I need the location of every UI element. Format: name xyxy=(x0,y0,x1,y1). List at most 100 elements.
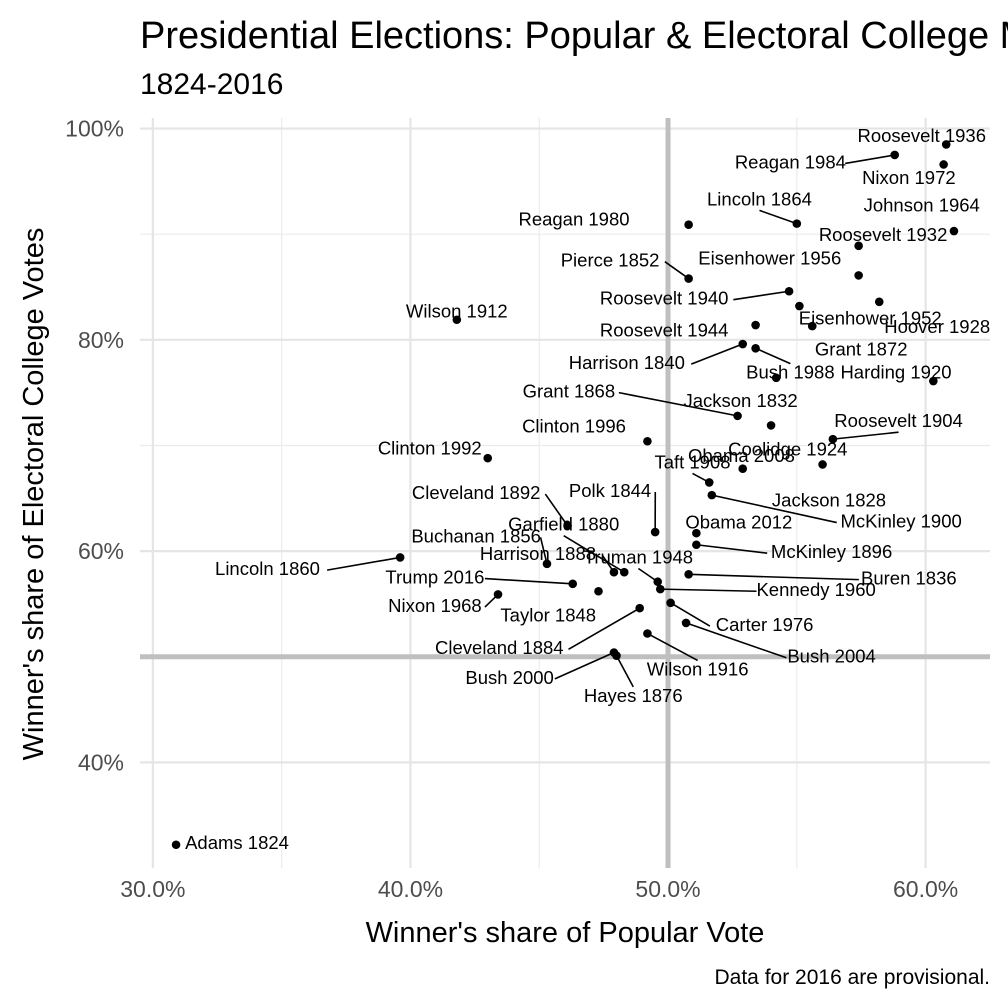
data-point xyxy=(751,343,760,353)
data-point xyxy=(738,339,748,349)
data-point xyxy=(650,527,660,537)
point-label: Harrison 1888 xyxy=(480,543,596,564)
label-leader-line xyxy=(690,343,744,365)
point-label: Clinton 1992 xyxy=(378,438,482,459)
axis-ticks: 30.0% 40.0% 50.0% 60.0% 40% 60% 80% 100% xyxy=(65,116,958,902)
data-point xyxy=(656,584,665,594)
label-leader-line xyxy=(544,493,569,527)
point-label: Grant 1868 xyxy=(523,381,616,402)
point-label: Buren 1836 xyxy=(861,568,957,589)
data-point xyxy=(692,528,701,538)
label-leader-line xyxy=(539,537,548,564)
point-label: Kennedy 1960 xyxy=(756,579,875,600)
data-point xyxy=(609,567,619,577)
label-leader-line xyxy=(326,556,401,571)
data-point xyxy=(939,160,948,169)
chart-title: Presidential Elections: Popular & Electo… xyxy=(140,15,1008,57)
point-label: Polk 1844 xyxy=(569,480,651,501)
data-point xyxy=(828,434,838,444)
point-label: McKinley 1900 xyxy=(840,510,961,531)
point-label: McKinley 1896 xyxy=(771,541,892,562)
point-label: Bush 2000 xyxy=(465,667,553,688)
y-tick-label: 100% xyxy=(65,116,124,142)
point-label: Roosevelt 1940 xyxy=(600,288,729,309)
point-label: Garfield 1880 xyxy=(508,514,619,535)
chart-caption: Data for 2016 are provisional. xyxy=(715,966,991,989)
point-label: Adams 1824 xyxy=(185,832,289,853)
data-point xyxy=(609,648,619,657)
point-label: Jackson 1828 xyxy=(772,489,886,510)
data-point xyxy=(568,579,578,589)
data-point xyxy=(483,453,493,463)
label-leader-line xyxy=(688,573,859,581)
label-leader-line xyxy=(568,607,641,651)
data-point xyxy=(542,559,552,569)
label-leader-line xyxy=(618,391,738,417)
data-point xyxy=(643,436,652,446)
data-point xyxy=(563,521,572,531)
data-point xyxy=(795,301,804,311)
point-labels: Adams 1824 Jackson 1828 Jackson 1832 Buren … xyxy=(185,125,990,853)
point-label: Jackson 1832 xyxy=(683,390,797,411)
point-label: Bush 2004 xyxy=(787,646,875,667)
data-points xyxy=(171,140,959,850)
data-point xyxy=(619,567,629,577)
data-point xyxy=(692,540,701,550)
data-point xyxy=(707,490,717,500)
label-leader-line xyxy=(711,494,837,524)
chart-subtitle: 1824-2016 xyxy=(140,68,283,101)
grid-lines xyxy=(140,118,990,868)
point-label: Roosevelt 1936 xyxy=(857,125,986,146)
point-label: Lincoln 1864 xyxy=(707,188,812,209)
point-label: Taylor 1848 xyxy=(500,604,596,625)
data-point xyxy=(818,460,827,469)
point-label: Lincoln 1860 xyxy=(215,558,320,579)
point-label: Harding 1920 xyxy=(840,362,951,383)
data-point xyxy=(684,570,693,579)
data-point xyxy=(681,618,691,628)
label-leader-line xyxy=(664,261,690,280)
point-label: Trump 2016 xyxy=(385,566,484,587)
data-point xyxy=(854,241,863,251)
label-leader-line xyxy=(554,651,615,680)
point-label: Coolidge 1924 xyxy=(728,439,847,460)
data-point xyxy=(771,373,781,383)
x-tick-label: 50.0% xyxy=(635,876,700,902)
point-label: Roosevelt 1932 xyxy=(819,224,948,245)
reference-lines xyxy=(140,118,990,868)
data-point xyxy=(704,478,714,487)
point-label: Clinton 1996 xyxy=(522,415,626,436)
data-point xyxy=(929,376,938,386)
data-point xyxy=(643,629,652,638)
data-point xyxy=(452,315,462,325)
y-tick-label: 80% xyxy=(78,327,124,353)
label-leader-line xyxy=(845,154,895,165)
data-point xyxy=(171,840,181,850)
label-leader-line xyxy=(670,602,711,627)
x-tick-label: 40.0% xyxy=(378,876,443,902)
data-point xyxy=(684,220,693,229)
data-point xyxy=(733,411,742,421)
x-axis-title: Winner's share of Popular Vote xyxy=(366,917,765,949)
point-label: Obama 2012 xyxy=(685,512,792,533)
point-label: Eisenhower 1952 xyxy=(799,308,942,329)
data-point xyxy=(653,577,663,587)
point-label: Eisenhower 1956 xyxy=(698,247,841,268)
y-tick-label: 60% xyxy=(78,538,124,564)
point-label: Truman 1948 xyxy=(584,546,693,567)
data-point xyxy=(684,274,693,283)
x-tick-label: 30.0% xyxy=(120,876,185,902)
point-label: Hayes 1876 xyxy=(584,685,683,706)
data-point xyxy=(807,321,817,331)
label-leader-line xyxy=(696,543,768,555)
point-label: Obama 2008 xyxy=(688,445,795,466)
data-point xyxy=(395,553,405,562)
data-point xyxy=(854,271,863,280)
point-label: Grant 1872 xyxy=(815,338,908,359)
point-label: Roosevelt 1944 xyxy=(600,319,729,340)
label-leader-line xyxy=(759,209,798,225)
data-point xyxy=(874,297,884,307)
point-label: Nixon 1968 xyxy=(388,595,482,616)
label-leader-line xyxy=(685,622,787,659)
